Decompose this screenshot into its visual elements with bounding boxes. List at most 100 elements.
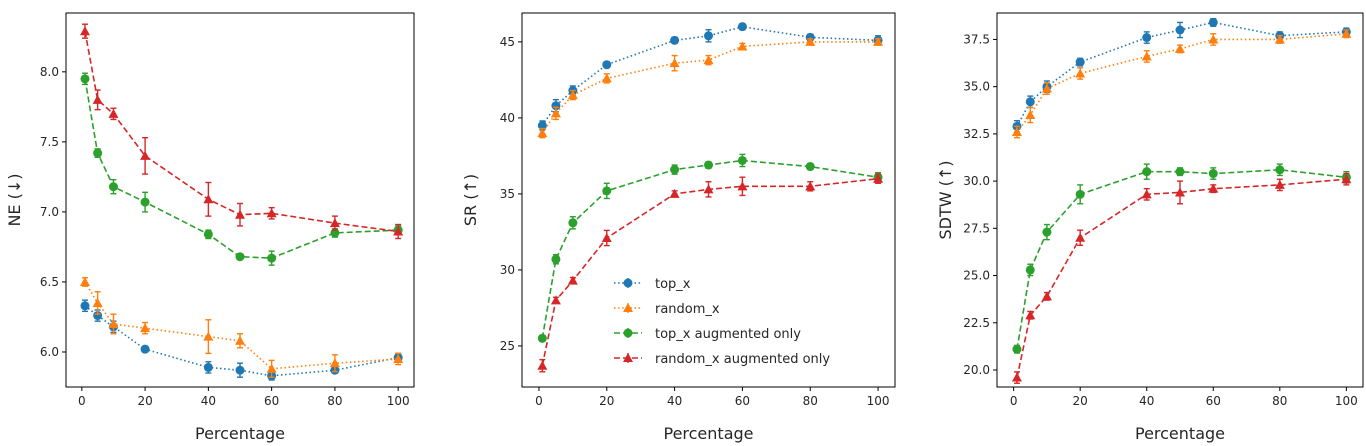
y-tick-label: 35.0 — [963, 80, 990, 94]
data-point — [393, 226, 404, 236]
series-3 — [1012, 163, 1351, 354]
y-tick-label: 35 — [500, 187, 515, 201]
data-point — [267, 253, 277, 263]
x-tick-label: 20 — [1073, 394, 1088, 408]
y-tick-label: 32.5 — [963, 127, 990, 141]
data-point — [266, 208, 277, 218]
chart-panel-3: 0 20 40 60 80 100 20.0 22.5 25.0 27.5 30.0 32.5 35.0… — [936, 12, 1364, 443]
data-point — [567, 275, 578, 285]
data-point — [1175, 25, 1185, 35]
data-point — [805, 181, 816, 191]
data-point — [92, 297, 103, 307]
data-point — [1142, 167, 1152, 177]
y-tick-label: 7.0 — [40, 205, 59, 219]
data-point — [329, 218, 340, 228]
data-point — [1075, 189, 1085, 199]
data-point — [140, 197, 150, 207]
x-tick-label: 0 — [78, 394, 86, 408]
data-point — [602, 60, 612, 70]
data-point — [1075, 57, 1085, 67]
x-tick-label: 100 — [1335, 394, 1358, 408]
legend-marker — [623, 303, 633, 312]
axes-frame — [521, 12, 896, 388]
y-tick-label: 30 — [500, 263, 515, 277]
data-point — [703, 184, 714, 194]
y-tick-label: 37.5 — [963, 32, 990, 46]
series-1 — [1012, 17, 1351, 133]
data-point — [1274, 179, 1285, 189]
axes-frame — [65, 12, 415, 388]
data-point — [737, 22, 747, 32]
data-point — [1011, 127, 1022, 136]
x-tick-label: 80 — [1272, 394, 1287, 408]
legend-marker — [623, 328, 633, 338]
data-point — [805, 162, 815, 172]
x-axis-label: Percentage — [1135, 424, 1225, 443]
x-axis-label: Percentage — [663, 424, 753, 443]
legend-marker — [623, 278, 633, 288]
data-point — [140, 344, 150, 354]
data-point — [140, 150, 151, 160]
axes-frame — [996, 12, 1364, 388]
data-point — [550, 295, 561, 305]
x-tick-label: 0 — [1010, 394, 1018, 408]
x-tick-label: 80 — [327, 394, 342, 408]
data-point — [602, 186, 612, 196]
x-tick-label: 60 — [264, 394, 279, 408]
data-point — [567, 90, 578, 100]
series-1 — [537, 22, 883, 131]
data-point — [266, 363, 277, 373]
data-point — [1141, 51, 1152, 61]
data-point — [1208, 169, 1218, 179]
data-point — [203, 362, 213, 372]
data-point — [670, 165, 680, 175]
data-point — [108, 108, 119, 118]
data-point — [235, 209, 245, 219]
x-tick-label: 100 — [387, 394, 410, 408]
y-tick-label: 20.0 — [963, 363, 990, 377]
data-point — [203, 229, 213, 239]
series-4 — [1011, 172, 1352, 384]
x-tick-label: 40 — [201, 394, 216, 408]
y-tick-label: 30.0 — [963, 174, 990, 188]
data-point — [737, 155, 747, 165]
data-point — [873, 173, 884, 183]
series-line — [1016, 21, 1347, 127]
data-point — [1041, 83, 1052, 93]
data-point — [704, 31, 713, 41]
data-point — [669, 188, 680, 198]
x-tick-label: 0 — [535, 394, 543, 408]
chart-panel-2: 0 20 40 60 80 100 25 30 35 40 45 Percentage SR (↑) to… — [461, 12, 896, 443]
x-tick-label: 40 — [1139, 394, 1154, 408]
legend-label: top_x augmented only — [655, 327, 801, 342]
data-point — [601, 73, 612, 83]
y-axis-label: NE (↓) — [5, 173, 24, 226]
data-point — [601, 233, 612, 243]
data-point — [1075, 68, 1086, 78]
data-point — [1208, 17, 1218, 27]
x-tick-label: 100 — [867, 394, 890, 408]
data-point — [1075, 232, 1086, 242]
series-2 — [79, 276, 404, 378]
x-tick-label: 80 — [803, 394, 818, 408]
data-point — [108, 318, 119, 328]
data-point — [537, 360, 548, 370]
x-tick-label: 20 — [137, 394, 152, 408]
series-3 — [80, 72, 403, 266]
legend-label: random_x augmented only — [655, 352, 830, 367]
data-point — [1274, 34, 1285, 44]
data-point — [1025, 310, 1036, 320]
data-point — [1141, 189, 1152, 199]
data-point — [203, 194, 214, 204]
series-line — [84, 78, 399, 259]
y-tick-label: 8.0 — [40, 65, 59, 79]
data-point — [80, 74, 90, 84]
data-point — [737, 41, 748, 51]
x-tick-label: 60 — [735, 394, 750, 408]
legend-label: top_x — [655, 277, 691, 292]
data-point — [1025, 97, 1035, 107]
data-point — [1275, 165, 1285, 175]
data-point — [1341, 28, 1352, 38]
data-point — [92, 94, 103, 104]
x-tick-label: 20 — [599, 394, 614, 408]
